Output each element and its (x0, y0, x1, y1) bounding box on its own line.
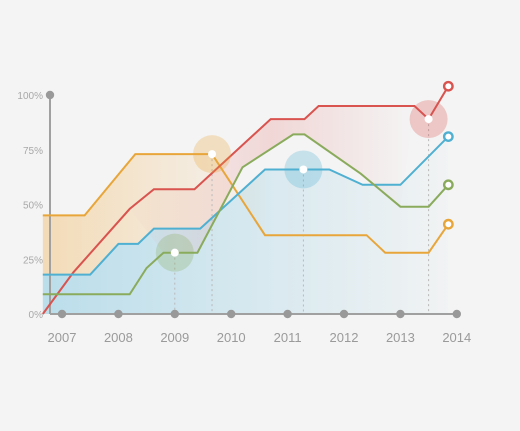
series-end-marker-0 (442, 218, 454, 230)
highlight-point-3 (170, 248, 179, 257)
highlight-point-1 (299, 165, 308, 174)
x-tick-label-2007: 2007 (48, 330, 77, 345)
x-tick-label-2011: 2011 (274, 330, 302, 345)
x-tick-dot-2011 (283, 309, 292, 319)
y-tick-label-1: 25% (23, 255, 43, 266)
x-tick-dot-2013 (396, 309, 405, 319)
x-tick-dot-2010 (227, 309, 236, 319)
x-tick-label-2013: 2013 (386, 330, 415, 345)
x-tick-dot-2008 (114, 309, 123, 319)
y-tick-label-0: 0% (29, 310, 44, 321)
area-red-series (129, 106, 415, 253)
x-tick-dot-2014 (452, 309, 461, 319)
x-tick-dot-2012 (339, 309, 349, 319)
series-end-marker-1 (442, 80, 454, 92)
series-line-3 (42, 133, 450, 296)
x-tick-label-2008: 2008 (104, 330, 133, 345)
x-tick-label-2010: 2010 (217, 330, 246, 345)
x-tick-label-2012: 2012 (330, 330, 359, 345)
y-tick-label-3: 75% (23, 146, 43, 157)
y-tick-label-2: 50% (23, 201, 43, 212)
series-end-marker-3 (442, 179, 454, 191)
series-line-1 (41, 85, 450, 315)
highlight-point-2 (424, 115, 433, 124)
highlight-point-0 (208, 150, 217, 159)
x-tick-dot-2007 (57, 309, 67, 319)
y-axis-end-dot (45, 90, 55, 100)
series-line-0 (42, 153, 450, 254)
area-blue-series (42, 136, 449, 314)
x-tick-label-2009: 2009 (160, 330, 189, 345)
series-end-marker-2 (442, 131, 454, 143)
x-tick-dot-2009 (170, 309, 179, 319)
series-line-2 (42, 135, 450, 276)
x-tick-label-2014: 2014 (442, 330, 471, 345)
y-tick-label-4: 100% (17, 91, 43, 102)
